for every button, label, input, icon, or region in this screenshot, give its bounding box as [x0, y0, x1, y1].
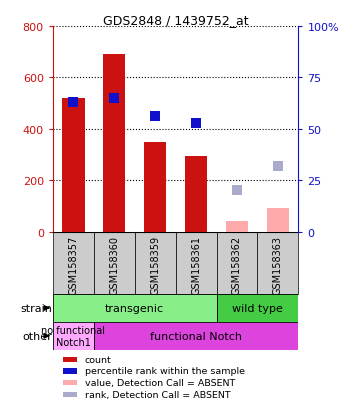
Bar [53, 322, 94, 350]
Bar [63, 380, 77, 385]
Text: GSM158362: GSM158362 [232, 235, 242, 294]
Text: GSM158361: GSM158361 [191, 235, 201, 294]
Text: percentile rank within the sample: percentile rank within the sample [85, 366, 245, 375]
Bar [135, 232, 176, 294]
Bar [103, 55, 125, 232]
Bar [62, 99, 85, 232]
Text: other: other [22, 331, 52, 341]
Bar [257, 232, 298, 294]
Text: functional Notch: functional Notch [150, 331, 242, 341]
Text: count: count [85, 355, 112, 364]
Text: value, Detection Call = ABSENT: value, Detection Call = ABSENT [85, 378, 235, 387]
Bar [185, 157, 207, 232]
Text: GSM158359: GSM158359 [150, 235, 160, 294]
Bar [217, 294, 298, 322]
Text: transgenic: transgenic [105, 303, 164, 313]
Bar [63, 368, 77, 374]
Bar [226, 222, 248, 232]
Text: rank, Detection Call = ABSENT: rank, Detection Call = ABSENT [85, 390, 231, 399]
Bar [94, 232, 135, 294]
Bar [63, 357, 77, 362]
Text: GSM158357: GSM158357 [68, 235, 78, 294]
Bar [267, 209, 289, 232]
Title: GDS2848 / 1439752_at: GDS2848 / 1439752_at [103, 14, 249, 27]
Bar [144, 142, 166, 232]
Text: GSM158363: GSM158363 [273, 235, 283, 294]
Bar [53, 294, 217, 322]
Text: strain: strain [20, 303, 52, 313]
Text: wild type: wild type [232, 303, 283, 313]
Bar [176, 232, 217, 294]
Bar [53, 232, 94, 294]
Bar [63, 392, 77, 397]
Bar [94, 322, 298, 350]
Text: no functional
Notch1: no functional Notch1 [41, 325, 105, 347]
Bar [217, 232, 257, 294]
Text: GSM158360: GSM158360 [109, 235, 119, 294]
